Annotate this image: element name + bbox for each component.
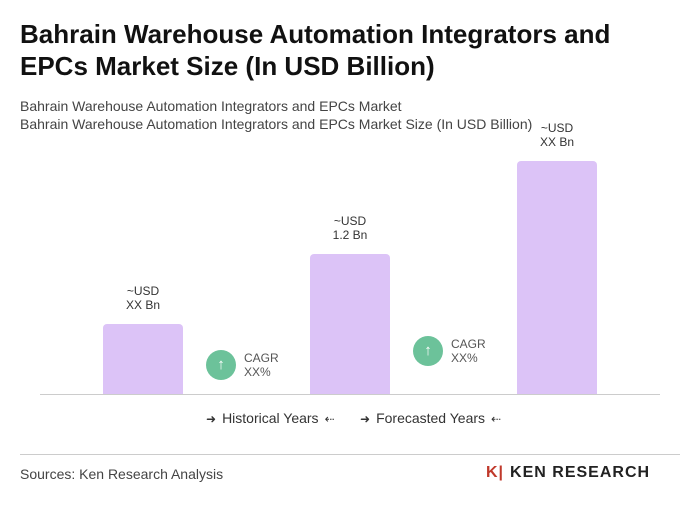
- logo: K| KEN RESEARCH: [486, 464, 651, 481]
- legend-label: Historical Years: [222, 410, 319, 426]
- logo-text: KEN RESEARCH: [510, 464, 651, 481]
- cagr-label: CAGR XX%: [451, 337, 486, 365]
- chart-title: Bahrain Warehouse Automation Integrators…: [20, 19, 611, 81]
- cagr-icon: ↑: [206, 350, 236, 380]
- legend-item: ➜ Historical Years ⇠: [206, 410, 335, 426]
- legend-item: ➜ Forecasted Years ⇠: [360, 410, 502, 426]
- value-label: ~USD 1.2 Bn: [332, 214, 368, 243]
- bar: [517, 161, 597, 394]
- x-axis: [40, 394, 660, 395]
- subtitle: Bahrain Warehouse Automation Integrators…: [20, 98, 402, 114]
- value-label: ~USD XX Bn: [539, 121, 575, 149]
- cagr-label: CAGR XX%: [244, 351, 279, 379]
- bar: [310, 254, 390, 394]
- cagr-icon: ↑: [413, 336, 443, 366]
- bar: [103, 324, 183, 394]
- value-label: ~USD XX Bn: [125, 284, 161, 313]
- source: Sources: Ken Research Analysis: [20, 466, 224, 482]
- divider: [20, 454, 680, 455]
- legend-label: Forecasted Years: [376, 410, 486, 426]
- subtitle: Bahrain Warehouse Automation Integrators…: [20, 116, 533, 132]
